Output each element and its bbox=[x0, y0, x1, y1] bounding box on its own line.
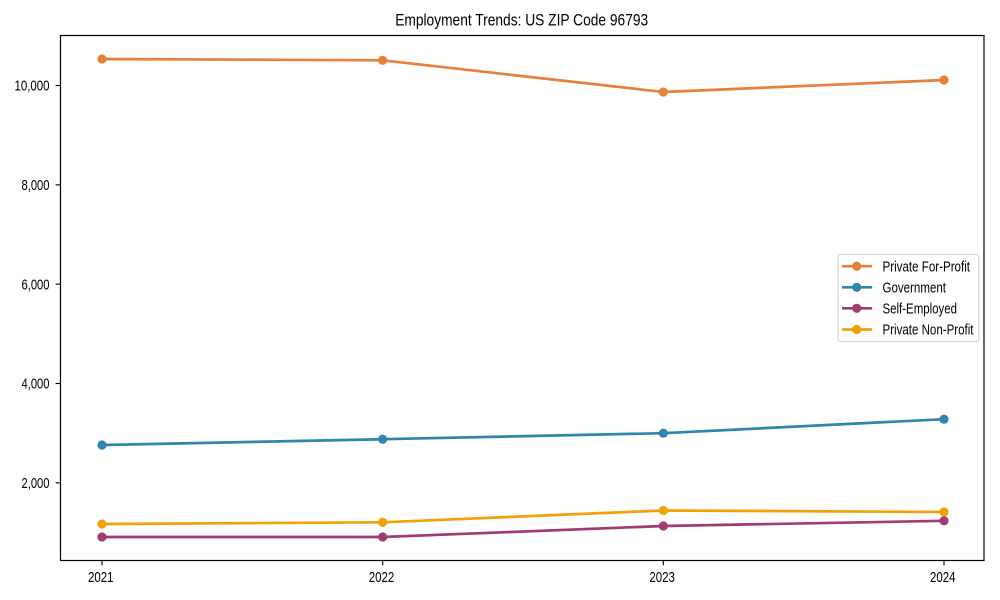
svg-text:Government: Government bbox=[883, 280, 947, 296]
svg-text:10,000: 10,000 bbox=[15, 79, 50, 95]
svg-text:2022: 2022 bbox=[369, 570, 395, 586]
svg-text:6,000: 6,000 bbox=[22, 277, 50, 293]
svg-text:8,000: 8,000 bbox=[22, 178, 50, 194]
svg-text:4,000: 4,000 bbox=[22, 377, 50, 393]
svg-text:2,000: 2,000 bbox=[22, 476, 50, 492]
svg-text:2023: 2023 bbox=[649, 570, 675, 586]
svg-text:2021: 2021 bbox=[88, 570, 114, 586]
svg-text:Private For-Profit: Private For-Profit bbox=[883, 259, 971, 275]
svg-text:Self-Employed: Self-Employed bbox=[883, 301, 958, 317]
svg-text:2024: 2024 bbox=[930, 570, 956, 586]
svg-text:Employment Trends: US ZIP Code: Employment Trends: US ZIP Code 96793 bbox=[395, 11, 648, 30]
svg-text:Private Non-Profit: Private Non-Profit bbox=[883, 323, 975, 339]
